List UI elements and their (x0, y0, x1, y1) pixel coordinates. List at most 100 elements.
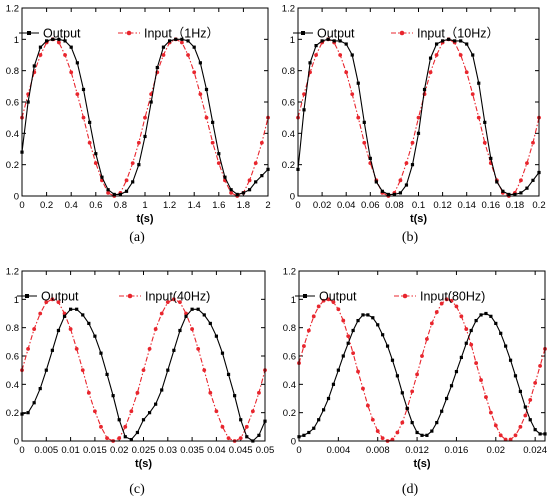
data-point-output (257, 433, 261, 437)
x-tick-label: 0.6 (89, 200, 102, 211)
data-point-input (356, 115, 361, 120)
y-tick-label: 0.4 (6, 129, 19, 140)
data-point-input (302, 344, 306, 348)
legend-marker-input (127, 293, 133, 299)
data-point-input (331, 300, 336, 305)
y-tick-label: 0.8 (282, 66, 295, 77)
panel-caption: (b) (402, 230, 419, 245)
data-point-output (499, 331, 503, 335)
data-point-output (508, 358, 513, 362)
data-point-output (368, 156, 372, 160)
data-point-output (94, 152, 98, 156)
y-tick-label: 1 (291, 295, 296, 306)
legend-label-input: Input（10Hz） (417, 27, 499, 41)
data-point-output (123, 435, 127, 439)
x-tick-label: 0.14 (457, 200, 476, 211)
x-tick-label: 0.16 (482, 200, 501, 211)
panel-caption: (c) (129, 482, 145, 497)
x-tick-label: 0.2 (40, 200, 53, 211)
data-point-input (513, 433, 518, 438)
data-point-output (56, 328, 61, 333)
data-point-output (336, 368, 340, 372)
data-point-output (174, 37, 178, 41)
data-point-input (257, 390, 261, 395)
data-point-output (99, 351, 103, 355)
legend-marker-output (301, 31, 305, 35)
y-tick-label: 0.8 (6, 323, 19, 334)
data-point-input (434, 53, 439, 57)
data-point-output (531, 178, 535, 182)
data-point-output (239, 418, 243, 422)
data-point-output (75, 61, 79, 65)
data-point-output (69, 45, 73, 49)
data-point-output (356, 81, 360, 85)
data-point-input (159, 311, 164, 316)
data-point-input (493, 423, 498, 428)
data-point-output (106, 188, 110, 192)
data-point-input (380, 436, 385, 441)
data-point-input (202, 368, 207, 373)
data-point-input (370, 417, 375, 422)
data-point-input (253, 161, 258, 166)
x-tick-label: 0.04 (337, 200, 356, 211)
data-point-output (398, 191, 403, 195)
x-tick-label: 1.4 (188, 200, 201, 211)
data-point-input (365, 403, 370, 408)
data-point-output (62, 314, 67, 318)
data-point-output (302, 433, 306, 437)
data-point-input (351, 351, 356, 356)
x-axis-label: t(s) (413, 458, 430, 470)
data-point-output (518, 389, 522, 394)
data-point-output (479, 313, 483, 317)
data-point-input (81, 115, 86, 120)
data-point-output (131, 180, 135, 184)
data-point-output (172, 348, 176, 352)
y-tick-label: 0.2 (6, 160, 19, 171)
data-point-output (489, 156, 493, 160)
data-point-input (439, 301, 444, 306)
data-point-output (81, 313, 85, 317)
data-point-input (143, 115, 147, 120)
data-point-output (308, 61, 312, 65)
data-point-output (435, 420, 439, 425)
data-point-output (477, 81, 481, 85)
data-point-input (247, 178, 252, 183)
data-point-output (69, 307, 73, 311)
data-point-input (428, 70, 433, 75)
data-point-input (420, 354, 424, 358)
data-point-output (180, 37, 184, 41)
data-point-input (518, 424, 523, 429)
x-tick-label: 0.012 (405, 445, 429, 456)
data-point-input (192, 70, 197, 75)
data-point-input (400, 420, 405, 425)
legend-label-input: Input(80Hz) (420, 290, 485, 304)
data-point-output (154, 402, 158, 406)
data-point-input (519, 178, 523, 183)
x-tick-label: 0.01 (61, 445, 80, 456)
data-point-output (105, 372, 109, 377)
data-point-input (302, 92, 306, 97)
data-point-input (528, 398, 533, 402)
data-point-output (135, 430, 140, 435)
data-point-output (233, 394, 237, 398)
x-tick-label: 0.03 (159, 445, 178, 456)
data-point-output (88, 120, 92, 124)
data-point-output (312, 426, 316, 430)
legend-label-input: Input(40Hz) (145, 290, 210, 304)
data-point-output (483, 120, 487, 124)
y-tick-label: 1 (14, 35, 19, 46)
data-point-input (398, 178, 403, 183)
data-point-output (202, 313, 206, 317)
data-point-input (50, 297, 55, 302)
x-axis-label: t(s) (135, 458, 152, 470)
data-point-output (141, 418, 146, 422)
data-point-input (56, 300, 61, 305)
data-point-output (247, 188, 252, 192)
data-point-input (531, 140, 535, 145)
x-tick-label: 0 (295, 200, 300, 211)
data-point-output (528, 418, 532, 422)
x-tick-label: 0.024 (523, 445, 547, 456)
data-point-output (390, 358, 395, 362)
panel-caption: (a) (129, 230, 145, 245)
y-tick-label: 0.2 (282, 160, 295, 171)
